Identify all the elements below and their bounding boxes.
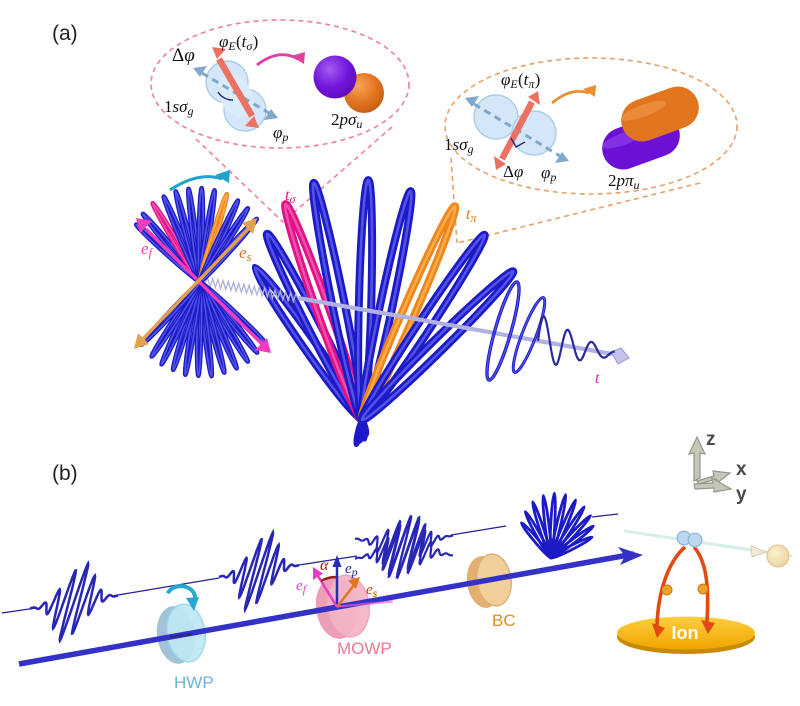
svg-text:ef: ef: [296, 578, 308, 596]
svg-text:MOWP: MOWP: [337, 639, 392, 658]
svg-text:ef: ef: [141, 239, 155, 260]
svg-text:t: t: [595, 370, 600, 387]
svg-text:φE (tπ ): φE (tπ ): [501, 70, 540, 91]
svg-text:y: y: [736, 484, 747, 505]
svg-text:tπ: tπ: [466, 206, 477, 225]
svg-text:es: es: [239, 243, 252, 264]
svg-text:es: es: [366, 582, 378, 600]
svg-text:1sσg: 1sσg: [444, 135, 474, 156]
svg-text:Δφ: Δφ: [172, 45, 195, 66]
svg-text:α: α: [320, 557, 329, 574]
svg-text:Δφ: Δφ: [503, 162, 523, 181]
svg-text:φE (tσ ): φE (tσ ): [219, 32, 258, 53]
svg-text:z: z: [706, 429, 716, 450]
svg-text:1sσg: 1sσg: [164, 97, 194, 118]
svg-text:φp: φp: [273, 123, 288, 144]
svg-text:2pσu: 2pσu: [331, 110, 362, 131]
svg-text:HWP: HWP: [174, 673, 214, 692]
svg-text:ep: ep: [345, 561, 358, 579]
svg-text:(a): (a): [52, 22, 78, 45]
svg-text:Ion: Ion: [672, 623, 699, 643]
svg-text:tσ: tσ: [285, 187, 296, 206]
svg-text:x: x: [736, 459, 747, 480]
svg-text:(b): (b): [52, 462, 78, 485]
svg-text:BC: BC: [492, 611, 516, 630]
svg-text:φp: φp: [541, 163, 556, 184]
svg-text:2pπu: 2pπu: [608, 171, 640, 192]
